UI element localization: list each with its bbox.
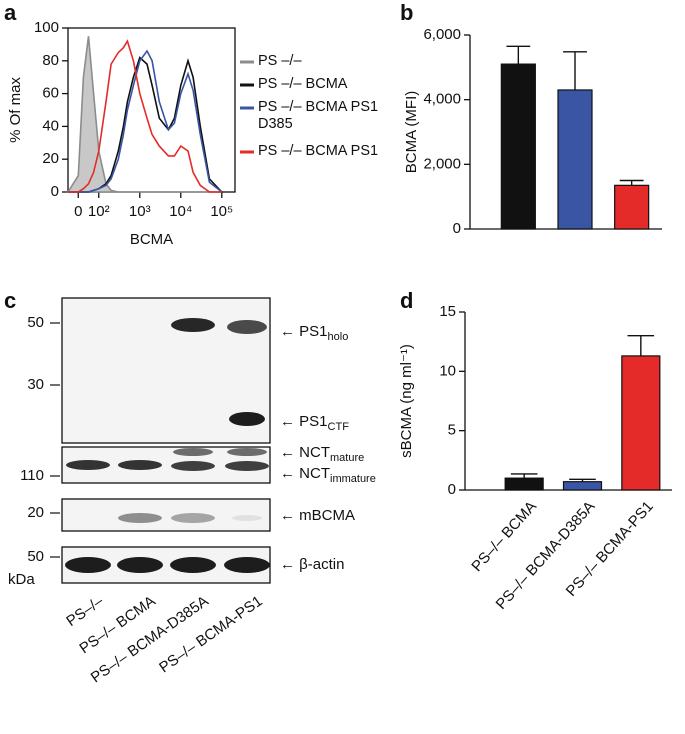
y-tick-label: 4,000 bbox=[423, 91, 461, 108]
y-tick-label: 80 bbox=[42, 52, 59, 69]
x-tick-label: 10³ bbox=[129, 203, 151, 220]
legend-label: PS –/– bbox=[258, 53, 302, 69]
arrow: ← bbox=[280, 465, 299, 482]
band-name: mBCMA bbox=[299, 507, 355, 524]
marker-label: 20 bbox=[27, 504, 44, 521]
band-name: NCT bbox=[299, 465, 330, 482]
blot-band bbox=[65, 557, 111, 573]
y-tick-label: 6,000 bbox=[423, 26, 461, 43]
arrow: ← bbox=[280, 556, 299, 573]
bar bbox=[504, 477, 544, 491]
blot-band bbox=[232, 515, 262, 521]
blot-band bbox=[173, 448, 213, 456]
panel-letter: d bbox=[400, 288, 413, 313]
marker-label: 110 bbox=[20, 467, 44, 484]
band-name: β-actin bbox=[299, 556, 344, 573]
band-label: ← NCTmature bbox=[280, 444, 364, 464]
lane-label: PS–/– BCMA-PS1 bbox=[156, 593, 265, 677]
y-tick-label: 0 bbox=[51, 183, 59, 200]
marker-label: 30 bbox=[27, 376, 44, 393]
blot-band bbox=[118, 460, 162, 470]
blot-band bbox=[229, 412, 265, 426]
y-axis-label: sBCMA (ng ml⁻¹) bbox=[398, 344, 415, 458]
bar bbox=[562, 481, 603, 491]
legend-label: PS –/– BCMA PS1 bbox=[258, 143, 379, 159]
blot-band bbox=[227, 320, 267, 334]
x-tick-label: 10⁴ bbox=[169, 203, 192, 220]
band-label: ← PS1holo bbox=[280, 323, 348, 343]
y-tick-label: 0 bbox=[448, 481, 456, 498]
arrow: ← bbox=[280, 413, 299, 430]
bar bbox=[614, 184, 650, 230]
arrow: ← bbox=[280, 323, 299, 340]
marker-label: 50 bbox=[27, 314, 44, 331]
band-sub: CTF bbox=[328, 421, 350, 433]
band-label: ← NCTimmature bbox=[280, 465, 376, 485]
x-axis-label: BCMA bbox=[130, 231, 173, 248]
blot-band bbox=[224, 557, 270, 573]
band-sub: immature bbox=[330, 473, 376, 485]
blot-band bbox=[117, 557, 163, 573]
legend-label: PS –/– BCMA PS1 D385 bbox=[258, 99, 379, 132]
y-tick-label: 15 bbox=[439, 303, 456, 320]
x-tick-label: 10² bbox=[88, 203, 110, 220]
panel-letter: b bbox=[400, 0, 413, 25]
y-tick-label: 2,000 bbox=[423, 155, 461, 172]
band-sub: mature bbox=[330, 452, 364, 464]
y-tick-label: 40 bbox=[42, 117, 59, 134]
y-axis-label: BCMA (MFI) bbox=[403, 91, 420, 174]
blot-band bbox=[171, 318, 215, 332]
blot-band bbox=[66, 460, 110, 470]
series-line bbox=[68, 39, 222, 193]
blot-band bbox=[118, 513, 162, 523]
blot-band bbox=[227, 448, 267, 456]
panel-letter: a bbox=[4, 0, 17, 25]
y-tick-label: 10 bbox=[439, 362, 456, 379]
band-sub: holo bbox=[328, 331, 349, 343]
x-tick-label: 0 bbox=[74, 203, 82, 220]
arrow: ← bbox=[280, 444, 299, 461]
band-label: ← β-actin bbox=[280, 556, 344, 573]
blot-membrane bbox=[61, 498, 271, 532]
blot-band bbox=[170, 557, 216, 573]
band-name: PS1 bbox=[299, 413, 327, 430]
y-tick-label: 100 bbox=[34, 19, 59, 36]
lane-label: PS–/– bbox=[63, 592, 107, 630]
blot-band bbox=[171, 513, 215, 523]
y-tick-label: 0 bbox=[453, 220, 461, 237]
unit-label: kDa bbox=[8, 571, 35, 588]
marker-label: 50 bbox=[27, 548, 44, 565]
arrow: ← bbox=[280, 507, 299, 524]
y-tick-label: 60 bbox=[42, 85, 59, 102]
bar bbox=[621, 355, 661, 491]
bar bbox=[557, 89, 593, 230]
x-tick-label: PS–/– BCMA-D385A bbox=[493, 498, 599, 613]
series-line bbox=[66, 36, 222, 193]
legend-label: PS –/– BCMA bbox=[258, 76, 348, 92]
band-label: ← mBCMA bbox=[280, 507, 355, 524]
bar bbox=[500, 63, 536, 230]
y-axis-label: % Of max bbox=[7, 77, 24, 143]
y-tick-label: 20 bbox=[42, 150, 59, 167]
blot-band bbox=[225, 461, 269, 471]
x-tick-label: 10⁵ bbox=[210, 203, 233, 220]
blot-band bbox=[171, 461, 215, 471]
panel-letter: c bbox=[4, 288, 16, 313]
band-label: ← PS1CTF bbox=[280, 413, 349, 433]
band-name: NCT bbox=[299, 444, 330, 461]
band-name: PS1 bbox=[299, 323, 327, 340]
y-tick-label: 5 bbox=[448, 422, 456, 439]
